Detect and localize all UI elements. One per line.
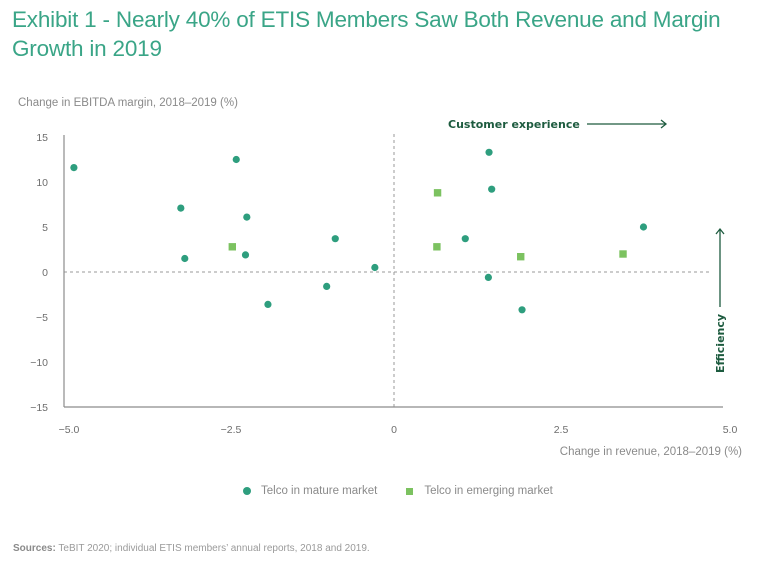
- data-point-emerging: [619, 250, 627, 258]
- legend-label-emerging: Telco in emerging market: [424, 485, 553, 497]
- y-tick-label: −5: [36, 312, 48, 324]
- data-point-emerging: [517, 253, 525, 261]
- data-point-mature: [264, 300, 272, 308]
- data-points: [70, 148, 648, 314]
- data-point-mature: [488, 185, 496, 193]
- y-axis-label: Change in EBITDA margin, 2018–2019 (%): [18, 97, 238, 109]
- y-tick-label: 15: [36, 132, 48, 144]
- x-axis-label: Change in revenue, 2018–2019 (%): [559, 446, 742, 458]
- reference-lines: [64, 134, 712, 407]
- annotations: Customer experience Efficiency: [448, 118, 727, 373]
- x-tick-label: 5.0: [723, 424, 738, 436]
- y-tick-label: −10: [30, 357, 48, 369]
- legend: Telco in mature market Telco in emerging…: [240, 485, 579, 497]
- data-point-mature: [639, 223, 648, 231]
- circle-marker-icon: [243, 487, 251, 495]
- x-ticks: −5.0 −2.5 0 2.5 5.0: [59, 424, 738, 436]
- data-point-mature: [70, 164, 78, 172]
- square-marker-icon: [406, 487, 414, 495]
- data-point-mature: [243, 213, 251, 221]
- data-point-mature: [461, 235, 469, 243]
- data-point-mature: [177, 204, 185, 212]
- data-point-mature: [484, 273, 492, 281]
- y-ticks: 15 10 5 0 −5 −10 −15: [30, 132, 48, 414]
- y-tick-label: −15: [30, 402, 48, 414]
- arrow-up-icon: [715, 227, 725, 307]
- y-tick-label: 0: [42, 267, 48, 279]
- scatter-plot: 15 10 5 0 −5 −10 −15 −5.0 −2.5 0 2.5 5.0 Customer …: [30, 118, 738, 436]
- axes: [63, 135, 723, 408]
- data-point-emerging: [433, 189, 442, 197]
- arrow-right-icon: [587, 119, 668, 129]
- source-note: Sources: TeBIT 2020; individual ETIS mem…: [13, 543, 370, 554]
- x-tick-label: −2.5: [221, 424, 242, 436]
- source-text: TeBIT 2020; individual ETIS members’ ann…: [55, 543, 370, 554]
- y-tick-label: 5: [42, 222, 48, 234]
- legend-label-mature: Telco in mature market: [261, 485, 378, 497]
- data-point-mature: [232, 155, 240, 164]
- data-point-mature: [518, 306, 526, 314]
- x-tick-label: 2.5: [554, 424, 569, 436]
- x-tick-label: −5.0: [59, 424, 80, 436]
- data-point-mature: [331, 235, 339, 243]
- data-point-mature: [371, 263, 379, 272]
- annotation-efficiency: Efficiency: [714, 314, 727, 373]
- data-point-mature: [485, 148, 493, 156]
- source-label: Sources:: [13, 543, 56, 554]
- legend-item-mature: Telco in mature market: [240, 485, 377, 497]
- annotation-customer-experience: Customer experience: [448, 118, 580, 131]
- data-point-emerging: [228, 243, 236, 251]
- legend-item-emerging: Telco in emerging market: [403, 485, 553, 497]
- data-point-mature: [323, 282, 331, 290]
- chart-title: Exhibit 1 - Nearly 40% of ETIS Members S…: [12, 7, 721, 61]
- x-tick-label: 0: [391, 424, 397, 436]
- y-tick-label: 10: [36, 177, 48, 189]
- data-point-mature: [181, 254, 189, 263]
- data-point-emerging: [433, 243, 441, 251]
- data-point-mature: [241, 251, 250, 259]
